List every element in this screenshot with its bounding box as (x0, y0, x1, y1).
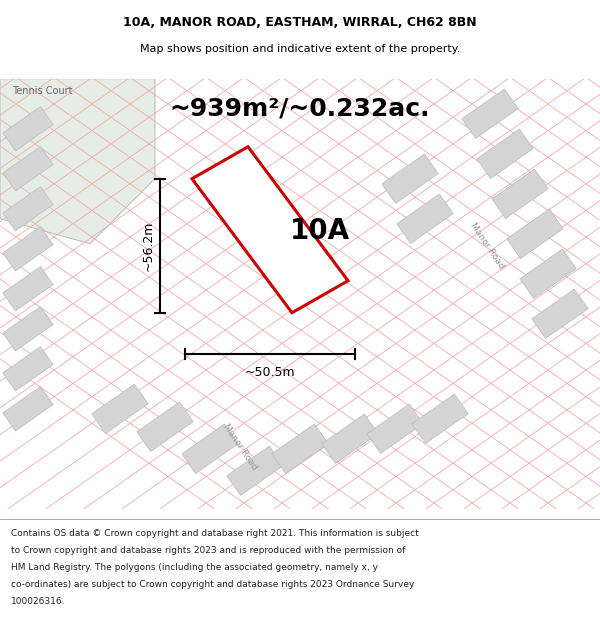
Polygon shape (507, 209, 563, 259)
Text: 10A: 10A (290, 217, 350, 245)
Polygon shape (520, 249, 576, 299)
Text: Tennis Court: Tennis Court (12, 86, 73, 96)
Polygon shape (3, 386, 53, 431)
Polygon shape (227, 446, 283, 496)
Polygon shape (137, 402, 193, 451)
Polygon shape (3, 226, 53, 271)
Text: Manor Road: Manor Road (221, 422, 259, 471)
Polygon shape (92, 384, 148, 434)
Polygon shape (272, 424, 328, 474)
Text: Contains OS data © Crown copyright and database right 2021. This information is : Contains OS data © Crown copyright and d… (11, 529, 419, 538)
Text: ~56.2m: ~56.2m (142, 221, 155, 271)
Polygon shape (182, 424, 238, 474)
Polygon shape (3, 186, 53, 231)
Polygon shape (3, 306, 53, 351)
Text: 10A, MANOR ROAD, EASTHAM, WIRRAL, CH62 8BN: 10A, MANOR ROAD, EASTHAM, WIRRAL, CH62 8… (123, 16, 477, 29)
Text: co-ordinates) are subject to Crown copyright and database rights 2023 Ordnance S: co-ordinates) are subject to Crown copyr… (11, 579, 414, 589)
Text: ~50.5m: ~50.5m (245, 366, 295, 379)
Polygon shape (0, 79, 155, 244)
Text: Map shows position and indicative extent of the property.: Map shows position and indicative extent… (140, 44, 460, 54)
Polygon shape (477, 129, 533, 179)
Text: 100026316.: 100026316. (11, 596, 65, 606)
Polygon shape (192, 147, 348, 312)
Polygon shape (3, 346, 53, 391)
Polygon shape (3, 106, 53, 151)
Polygon shape (412, 394, 468, 444)
Polygon shape (462, 89, 518, 139)
Text: ~939m²/~0.232ac.: ~939m²/~0.232ac. (170, 97, 430, 121)
Text: HM Land Registry. The polygons (including the associated geometry, namely x, y: HM Land Registry. The polygons (includin… (11, 562, 378, 572)
Polygon shape (492, 169, 548, 219)
Polygon shape (397, 194, 453, 244)
Polygon shape (382, 154, 438, 204)
Text: Manor Road: Manor Road (468, 221, 506, 271)
Polygon shape (367, 404, 423, 454)
Polygon shape (3, 146, 53, 191)
Polygon shape (532, 289, 588, 339)
Text: to Crown copyright and database rights 2023 and is reproduced with the permissio: to Crown copyright and database rights 2… (11, 546, 405, 555)
Polygon shape (3, 266, 53, 311)
Polygon shape (322, 414, 378, 464)
